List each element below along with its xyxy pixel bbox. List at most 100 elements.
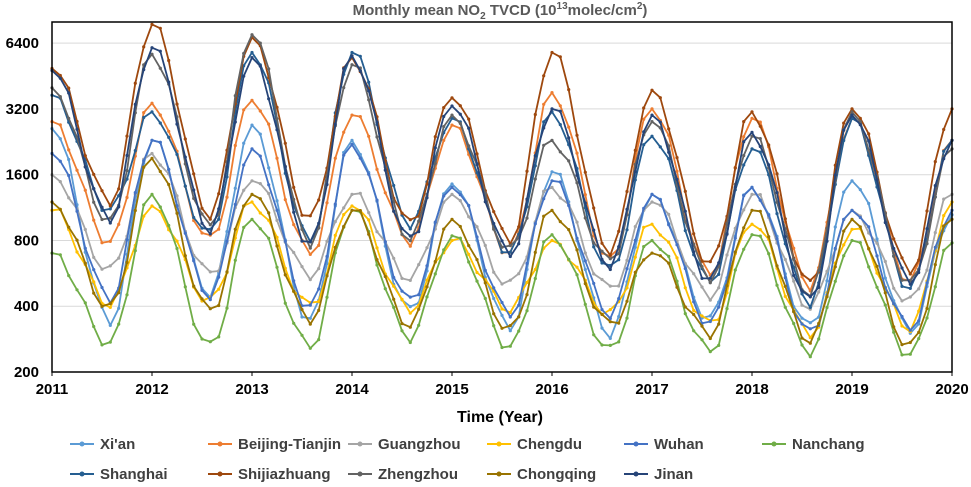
data-point: [225, 230, 229, 234]
data-point: [867, 225, 871, 229]
data-point: [242, 74, 246, 78]
x-tick-label: 2013: [235, 381, 268, 398]
data-point: [167, 135, 171, 139]
data-point: [692, 272, 696, 276]
data-point: [500, 345, 504, 350]
data-point: [550, 50, 554, 55]
data-point: [217, 335, 221, 339]
data-point: [58, 159, 62, 163]
data-point: [450, 238, 454, 243]
data-point: [167, 168, 171, 172]
data-point: [117, 306, 121, 310]
data-point: [942, 149, 946, 153]
data-point: [558, 109, 562, 113]
data-point: [808, 355, 812, 359]
data-point: [675, 243, 679, 247]
data-point: [875, 237, 879, 241]
data-point: [808, 295, 812, 299]
data-point: [450, 113, 454, 117]
data-point: [325, 239, 329, 243]
data-point: [792, 246, 796, 250]
data-point: [708, 260, 712, 264]
data-point: [75, 250, 79, 254]
data-point: [375, 246, 379, 250]
data-point: [392, 200, 396, 204]
data-point: [625, 228, 629, 232]
data-point: [850, 107, 854, 111]
data-point: [475, 235, 479, 239]
legend-label: Shijiazhuang: [238, 466, 331, 483]
data-point: [375, 120, 379, 124]
data-point: [375, 258, 379, 262]
data-point: [600, 249, 604, 253]
data-point: [367, 98, 371, 102]
data-point: [683, 266, 687, 271]
data-point: [783, 276, 787, 280]
data-point: [600, 257, 604, 262]
data-point: [525, 280, 529, 285]
data-point: [617, 252, 621, 256]
data-point: [850, 227, 854, 231]
data-point: [592, 281, 596, 285]
data-point: [450, 182, 454, 186]
data-point: [467, 215, 471, 219]
legend-marker: [633, 441, 639, 447]
data-point: [100, 241, 104, 245]
data-point: [558, 172, 562, 176]
data-point: [867, 247, 871, 251]
legend-label: Xi'an: [100, 436, 135, 453]
data-point: [800, 275, 804, 279]
data-point: [267, 211, 271, 215]
data-point: [92, 291, 96, 295]
data-point: [225, 239, 229, 243]
data-point: [333, 122, 337, 126]
data-point: [458, 112, 462, 116]
data-point: [475, 270, 479, 275]
data-point: [400, 227, 404, 231]
data-point: [258, 109, 262, 113]
data-point: [650, 113, 654, 117]
data-point: [158, 205, 162, 209]
data-point: [492, 296, 496, 301]
legend-item: Beijing-Tianjin: [208, 436, 341, 453]
data-point: [833, 173, 837, 177]
data-point: [467, 204, 471, 208]
data-point: [575, 173, 579, 177]
data-point: [925, 316, 929, 320]
data-point: [817, 269, 821, 273]
data-point: [358, 191, 362, 195]
data-point: [667, 150, 671, 154]
data-point: [517, 225, 521, 229]
data-point: [317, 243, 321, 247]
data-point: [675, 177, 679, 181]
data-point: [475, 279, 479, 283]
data-point: [575, 220, 579, 224]
x-axis-tick-labels: 2011 2012 2013 2014 2015 2016 2017 2018 2019 2020: [36, 372, 969, 398]
data-point: [658, 198, 662, 202]
data-point: [842, 128, 846, 132]
data-point: [183, 155, 187, 159]
data-point: [392, 275, 396, 280]
data-point: [233, 120, 237, 124]
data-point: [733, 226, 737, 230]
data-point: [192, 215, 196, 220]
data-point: [525, 169, 529, 173]
data-point: [325, 182, 329, 187]
data-point: [142, 165, 146, 169]
data-point: [742, 135, 746, 139]
data-point: [333, 220, 337, 224]
data-point: [308, 346, 312, 350]
data-point: [825, 279, 829, 283]
data-point: [825, 239, 829, 243]
x-tick-label: 2012: [135, 381, 168, 398]
data-point: [517, 329, 521, 333]
data-point: [242, 225, 246, 229]
data-point: [783, 257, 787, 262]
x-axis-title: Time (Year): [457, 409, 543, 426]
data-point: [108, 221, 112, 225]
data-point: [608, 316, 612, 321]
data-point: [300, 295, 304, 299]
data-point: [583, 251, 587, 255]
data-point: [550, 233, 554, 237]
data-point: [275, 265, 279, 269]
